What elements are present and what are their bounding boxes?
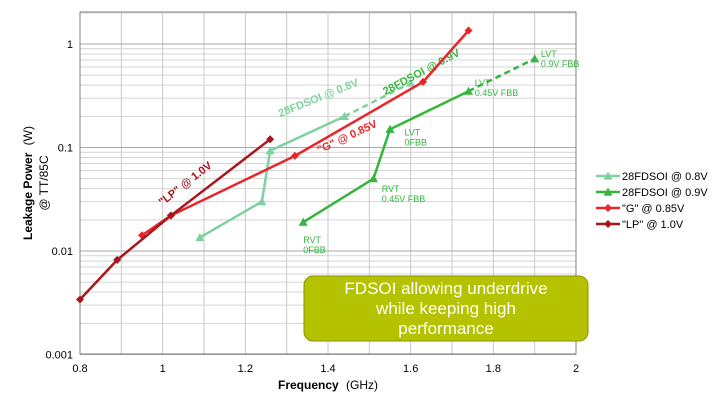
data-point [76,295,84,304]
y-tick-label: 0.001 [45,350,73,362]
x-tick-label: 1.6 [403,363,418,375]
series-dashed-extension [467,57,536,93]
point-annotation-line: 0FBB [404,138,427,148]
legend-entry: "LP" @ 1.0V [596,219,684,231]
point-annotation-line: LVT [541,49,557,59]
point-annotation: LVT 0.9V FBB [541,49,580,69]
legend-label: 28FDSOI @ 0.9V [622,187,708,199]
point-annotation: RVT 0FBB [303,235,326,255]
legend-entry: 28FDSOI @ 0.8V [596,171,708,183]
series-line [199,115,346,239]
legend-label: "LP" @ 1.0V [622,219,684,231]
point-annotation: LVT 0FBB [404,128,427,148]
x-tick-label: 1 [160,363,166,375]
x-axis-title: Frequency (GHz) [278,378,378,392]
callout-box [303,275,589,342]
legend-entry: 28FDSOI @ 0.9V [596,187,708,199]
series-line [79,138,271,301]
series-2: "G" @ 0.85V [138,26,473,240]
callout: FDSOI allowing underdrive while keeping … [303,275,589,342]
data-point [195,233,205,242]
point-annotation-line: 0.9V FBB [541,59,580,69]
point-annotation: LVT 0.45V FBB [475,78,519,98]
point-annotation-line: 0.45V FBB [475,88,519,98]
point-annotation-line: RVT [382,184,400,194]
legend-marker [603,187,613,196]
y-tick-label: 0.1 [58,143,73,155]
x-tick-label: 1.8 [486,363,501,375]
point-annotation-line: RVT [303,235,321,245]
data-point [464,86,474,95]
data-point [406,78,416,87]
data-point [419,77,428,86]
legend: 28FDSOI @ 0.8V 28FDSOI @ 0.9V "G" @ 0.85V "… [596,171,708,231]
legend-label: "G" @ 0.85V [622,203,685,215]
x-tick-label: 1.2 [238,363,253,375]
data-point [266,135,275,144]
tick-labels: 0.8 1 1.2 1.4 1.6 1.8 2 0.001 0.01 0.1 1 [45,39,579,375]
callout-line-3: performance [398,319,493,338]
point-annotation-line: LVT [475,78,491,88]
data-point [166,211,175,220]
y-axis-subtitle: @ TT/85C [37,155,51,211]
y-axis-title: Leakage Power (W) [21,126,35,240]
data-point [464,26,473,35]
series-dashed-extension [343,81,412,118]
plot-frame [79,11,577,355]
legend-marker [604,204,612,212]
series-0: 28FDSOI @ 0.8V [195,77,416,242]
series-line [302,90,470,224]
callout-line-2: while keeping high [375,299,516,318]
legend-entry: "G" @ 0.85V [596,203,685,215]
data-point [385,124,395,133]
data-point [368,174,378,183]
point-annotation-line: LVT [404,128,420,138]
data-point [257,197,267,206]
data-point [265,146,275,155]
data-point [290,151,299,160]
point-annotation-line: 0FBB [303,245,326,255]
point-annotation-line: 0.45V FBB [382,194,426,204]
data-point [113,255,122,264]
data-point [298,217,308,226]
legend-label: 28FDSOI @ 0.8V [622,171,708,183]
x-tick-label: 2 [573,363,579,375]
x-tick-label: 0.8 [72,363,87,375]
legend-marker [603,171,613,180]
callout-line-1: FDSOI allowing underdrive [344,279,547,298]
legend-marker [604,220,612,228]
x-tick-label: 1.4 [320,363,335,375]
data-point [340,111,350,120]
data-point [530,54,540,63]
y-tick-label: 0.01 [52,246,73,258]
y-tick-label: 1 [67,39,73,51]
point-annotation: RVT 0.45V FBB [382,184,426,204]
